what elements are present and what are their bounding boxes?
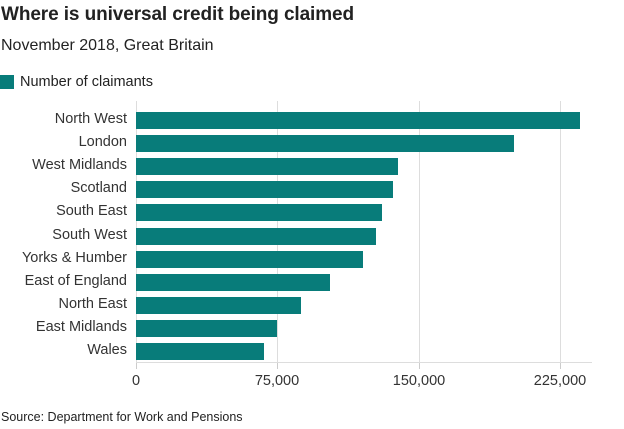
x-tick-label: 225,000 — [533, 373, 587, 389]
category-label: East Midlands — [35, 318, 127, 335]
legend-label: Number of claimants — [20, 74, 153, 90]
chart-subtitle: November 2018, Great Britain — [1, 37, 214, 54]
category-label: South West — [52, 226, 127, 243]
source-note: Source: Department for Work and Pensions — [1, 410, 243, 424]
category-label: East of England — [24, 272, 127, 289]
category-label: Yorks & Humber — [21, 249, 127, 266]
bar — [136, 250, 364, 268]
category-label: South East — [56, 203, 127, 220]
bar — [136, 204, 383, 222]
tick-mark — [419, 363, 420, 369]
gridline — [560, 101, 561, 363]
tick-mark — [277, 363, 278, 369]
category-label: London — [78, 134, 127, 151]
bar — [136, 343, 264, 360]
bar — [136, 296, 302, 314]
x-axis-line — [136, 362, 592, 363]
x-tick-label: 150,000 — [392, 373, 446, 389]
tick-mark — [136, 363, 137, 369]
bar — [136, 135, 514, 153]
bar — [136, 112, 581, 129]
tick-mark — [560, 363, 561, 369]
category-label: North West — [54, 111, 127, 127]
x-tick-label: 75,000 — [254, 373, 300, 389]
plot-area — [136, 101, 592, 363]
category-label: West Midlands — [32, 157, 127, 174]
bar — [136, 158, 398, 176]
bar — [136, 181, 393, 199]
category-label: North East — [58, 295, 128, 312]
category-label: Wales — [87, 342, 127, 358]
category-label: Scotland — [70, 180, 127, 197]
bar — [136, 319, 277, 337]
gridline — [419, 101, 420, 363]
x-tick-label: 0 — [131, 373, 141, 389]
bar — [136, 227, 377, 245]
legend-swatch-icon — [0, 75, 14, 89]
legend: Number of claimants — [0, 74, 153, 90]
chart-title: Where is universal credit being claimed — [1, 4, 354, 25]
bar — [136, 273, 331, 291]
